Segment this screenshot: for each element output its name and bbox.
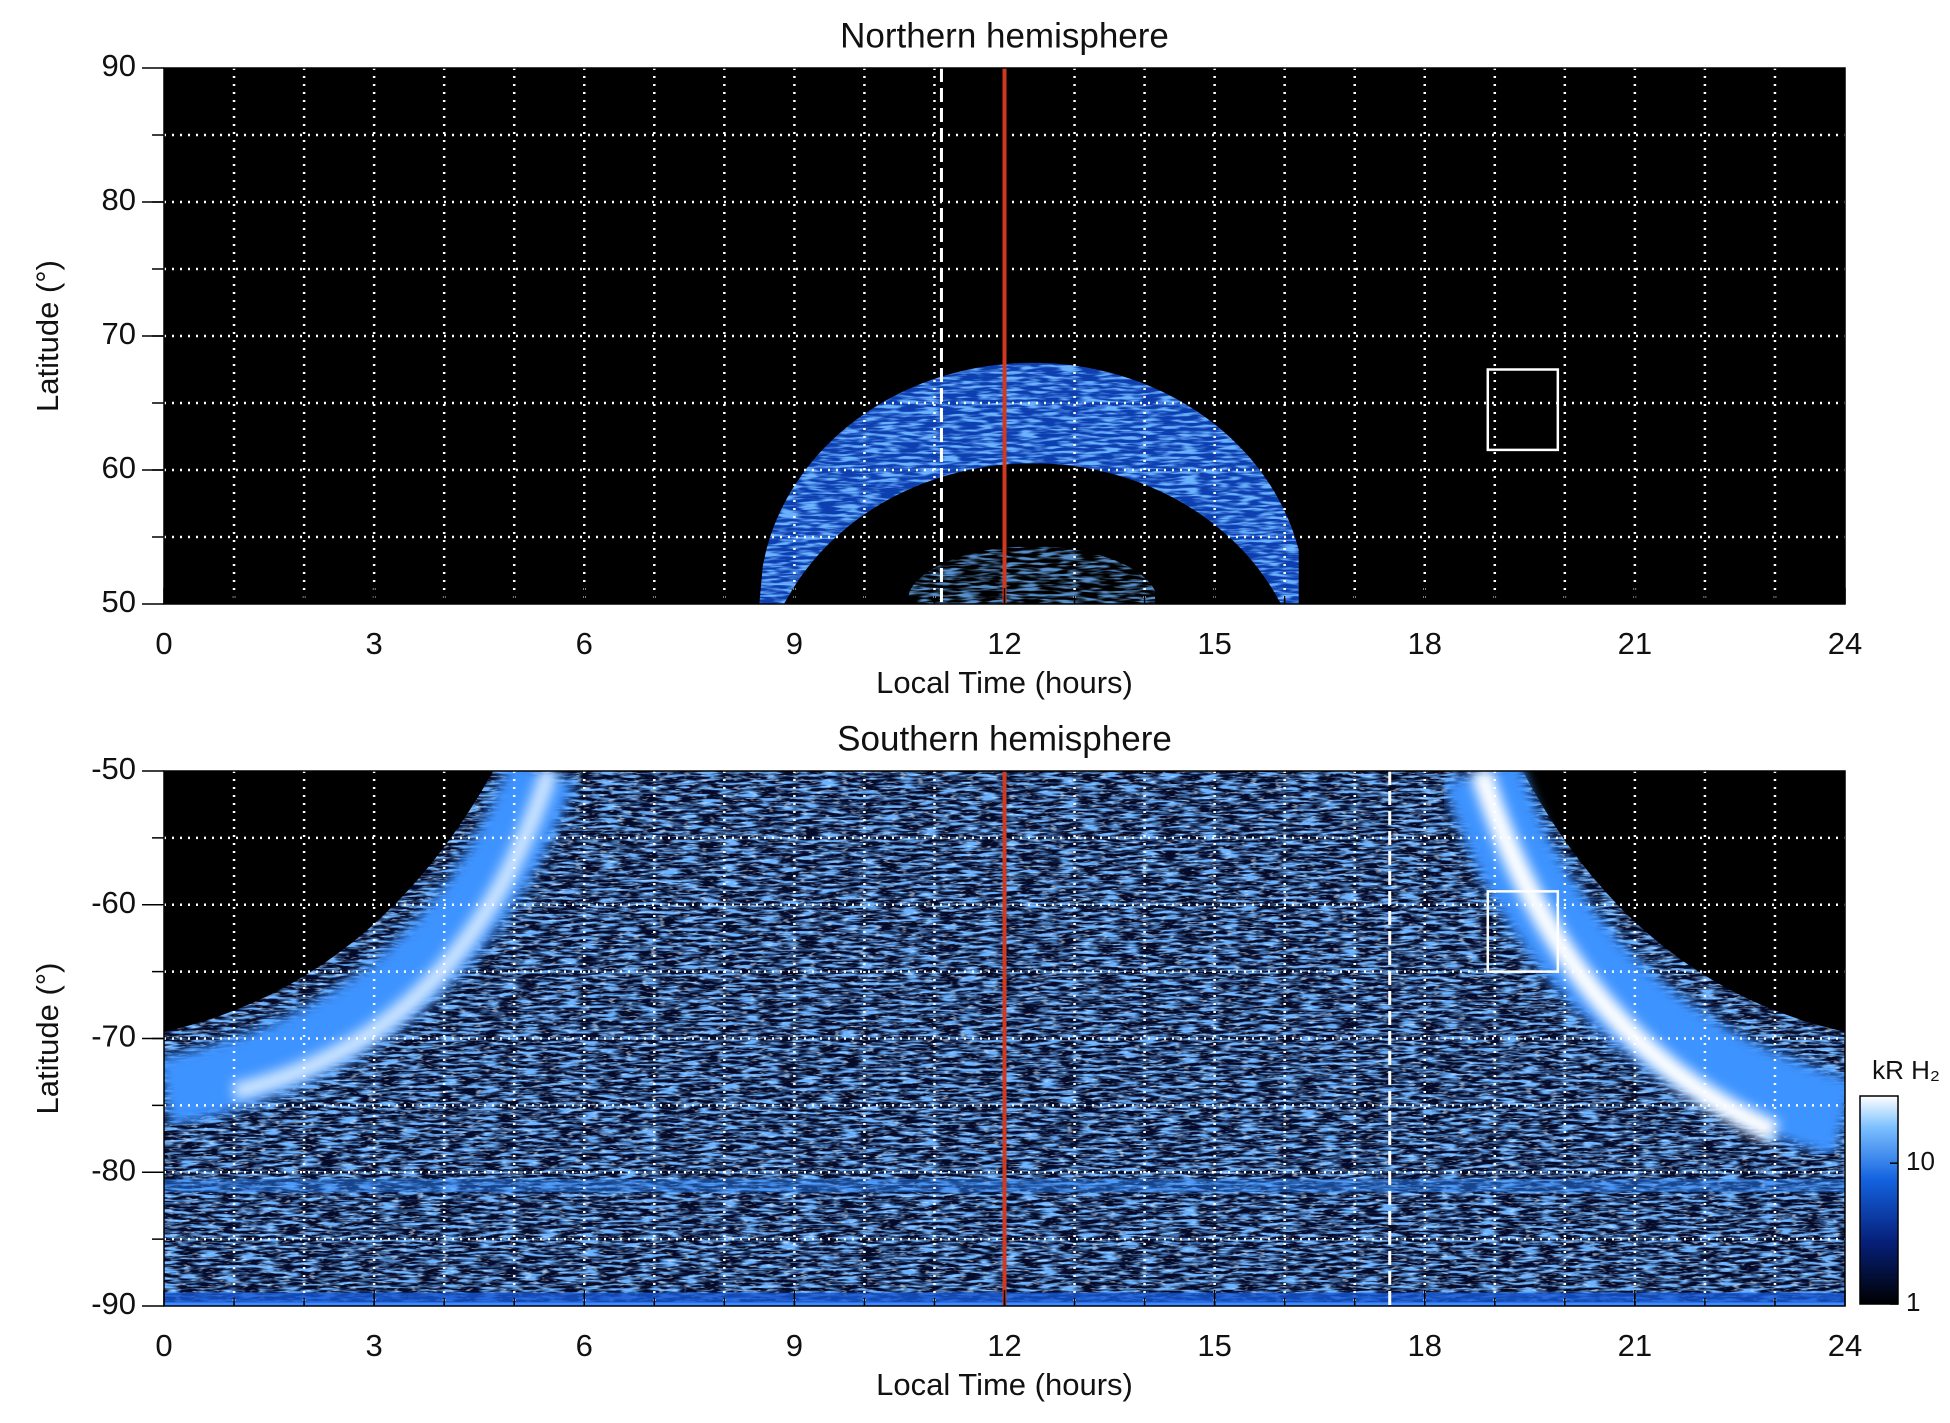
- region-box: [1486, 890, 1560, 973]
- y-tick-label: 60: [102, 450, 136, 485]
- y-tick-label: 90: [102, 48, 136, 83]
- colorbar-tick-label: 10: [1906, 1146, 1935, 1176]
- y-tick-label: -50: [91, 751, 136, 786]
- x-tick-label: 24: [1828, 626, 1862, 661]
- x-tick-label: 12: [987, 626, 1021, 661]
- colorbar: [1859, 1095, 1899, 1305]
- x-tick-label: 15: [1197, 1328, 1231, 1363]
- x-tick-label: 0: [155, 626, 172, 661]
- y-axis-label: Latitude (°): [30, 963, 65, 1115]
- emission: [906, 546, 1156, 604]
- y-tick-label: -70: [91, 1019, 136, 1054]
- y-tick-label: -90: [91, 1286, 136, 1321]
- x-tick-label: 12: [987, 1328, 1021, 1363]
- x-tick-label: 24: [1828, 1328, 1862, 1363]
- emission: [1522, 771, 1845, 1032]
- x-tick-label: 6: [576, 1328, 593, 1363]
- x-axis-label: Local Time (hours): [876, 665, 1133, 700]
- plot-content: [164, 771, 1845, 1306]
- x-tick-label: 3: [366, 1328, 383, 1363]
- colorbar-tick-label: 1: [1906, 1287, 1920, 1317]
- chart-title: Northern hemisphere: [840, 16, 1169, 55]
- x-tick-label: 15: [1197, 626, 1231, 661]
- x-tick-label: 21: [1618, 1328, 1652, 1363]
- x-axis-label: Local Time (hours): [876, 1367, 1133, 1402]
- emission: [164, 771, 494, 1032]
- y-tick-label: 70: [102, 316, 136, 351]
- chart-title: Southern hemisphere: [837, 719, 1172, 758]
- x-tick-label: 18: [1408, 1328, 1442, 1363]
- y-tick-label: -80: [91, 1152, 136, 1187]
- emission: [752, 362, 1299, 604]
- y-tick-label: 80: [102, 182, 136, 217]
- x-tick-label: 3: [366, 626, 383, 661]
- plot-content: [164, 68, 1845, 604]
- y-axis-label: Latitude (°): [30, 260, 65, 412]
- x-tick-label: 18: [1408, 626, 1442, 661]
- x-tick-label: 21: [1618, 626, 1652, 661]
- y-tick-label: 50: [102, 584, 136, 619]
- x-tick-label: 6: [576, 626, 593, 661]
- x-tick-label: 0: [155, 1328, 172, 1363]
- emission: [1470, 771, 1780, 1143]
- region-box: [1486, 368, 1560, 452]
- x-tick-label: 9: [786, 626, 803, 661]
- y-tick-label: -60: [91, 885, 136, 920]
- emission: [232, 771, 558, 1101]
- colorbar-label: kR H₂: [1872, 1055, 1940, 1085]
- emission: [164, 771, 576, 1127]
- x-tick-label: 9: [786, 1328, 803, 1363]
